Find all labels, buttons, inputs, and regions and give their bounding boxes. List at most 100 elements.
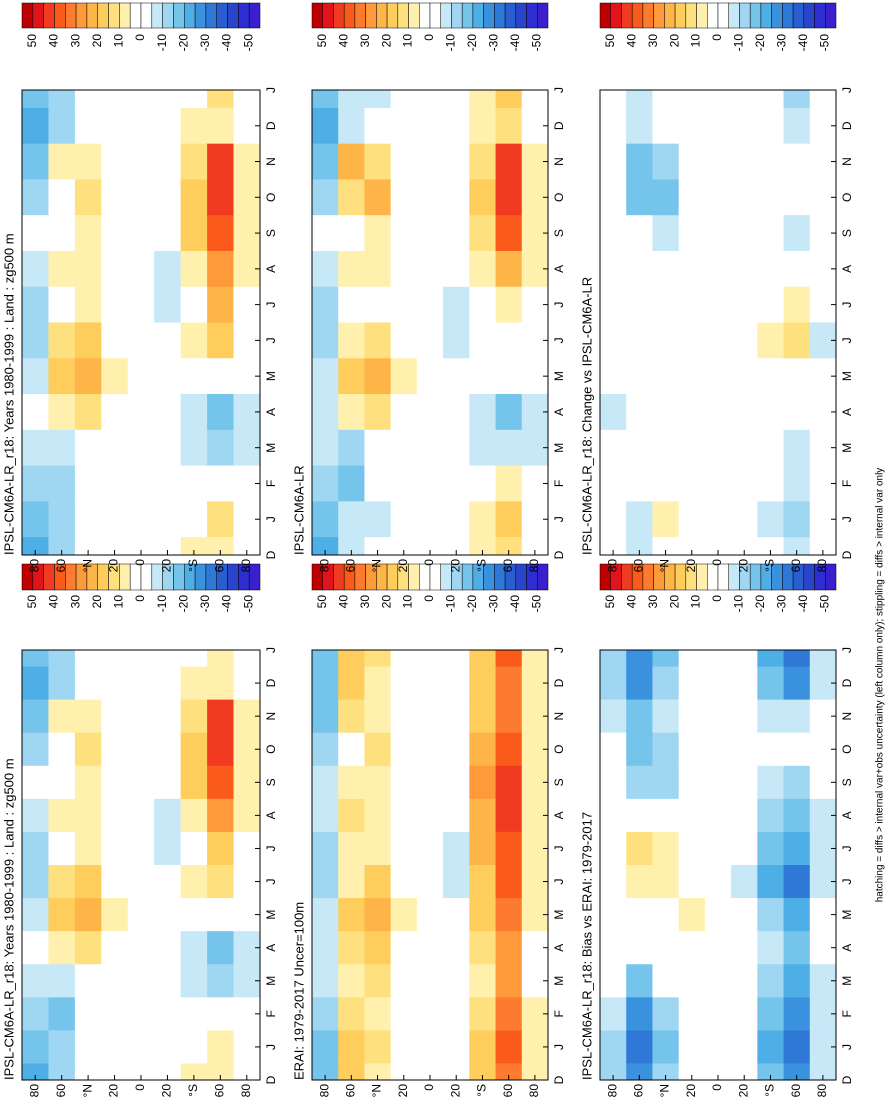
heat-cell <box>233 250 261 287</box>
y-tick-label: °N <box>658 1084 672 1097</box>
colorbar-label: 0 <box>133 595 147 602</box>
x-tick-label: M <box>552 910 566 920</box>
heat-cell <box>207 930 234 965</box>
heat-cell <box>233 963 261 998</box>
heat-cell <box>74 89 102 108</box>
x-tick-label: J <box>552 87 566 93</box>
heat-cell <box>48 997 76 1031</box>
heat-cell <box>757 536 784 555</box>
x-tick-label: J <box>264 879 278 885</box>
heat-cell <box>652 107 679 144</box>
heat-cell <box>521 286 549 323</box>
heat-cell <box>809 649 837 667</box>
heat-cell <box>757 798 784 832</box>
heat-cell <box>704 89 732 108</box>
heat-cell <box>757 1030 784 1064</box>
heat-cell <box>364 765 391 799</box>
heat-cell <box>127 429 155 466</box>
x-tick-label: O <box>840 745 854 754</box>
colorbar-box <box>803 563 815 591</box>
x-tick-label: S <box>552 229 566 237</box>
heat-cell <box>180 501 208 538</box>
heat-cell <box>469 864 496 899</box>
heat-cell <box>74 649 102 667</box>
x-tick-label: A <box>552 811 566 819</box>
heat-cell <box>390 732 418 766</box>
heat-cell <box>704 997 732 1031</box>
colorbar-label: -40 <box>508 595 522 613</box>
colorbar-box <box>429 2 441 29</box>
colorbar-box <box>65 2 77 29</box>
heat-cell <box>416 107 444 144</box>
heat-cell <box>757 930 784 965</box>
heat-cell <box>600 429 627 466</box>
heat-cell <box>416 765 444 799</box>
x-tick-label: J <box>840 87 854 93</box>
heat-cell <box>364 997 391 1031</box>
y-tick-label: °S <box>763 1084 777 1097</box>
heat-cell <box>495 1030 523 1064</box>
heat-cell <box>233 765 261 799</box>
heat-cell <box>783 179 811 216</box>
y-tick-label: °N <box>370 1084 384 1097</box>
heat-cell <box>443 214 470 251</box>
colorbar-label: -30 <box>775 34 789 52</box>
heat-cell <box>416 699 444 733</box>
x-tick-label: O <box>840 193 854 202</box>
colorbar-box <box>504 2 517 29</box>
heat-cell <box>495 107 523 144</box>
x-tick-label: D <box>264 121 278 130</box>
x-tick-label: A <box>840 408 854 416</box>
heat-cell <box>469 143 496 180</box>
colorbar-box <box>717 2 729 29</box>
colorbar-box <box>782 2 794 29</box>
heat-cell <box>600 699 627 733</box>
heat-cell <box>207 1063 234 1080</box>
heat-cell <box>731 322 758 359</box>
heat-cell <box>233 699 261 733</box>
heat-cell <box>180 666 208 700</box>
colorbar-label: -50 <box>241 34 255 52</box>
heat-cell <box>233 831 261 865</box>
heat-cell <box>416 798 444 832</box>
heat-cell <box>600 286 627 323</box>
colorbar-label: 0 <box>422 34 436 41</box>
heat-cell <box>704 501 732 538</box>
heat-cell <box>757 179 784 216</box>
heat-cell <box>469 732 496 766</box>
x-tick-label: A <box>264 408 278 416</box>
x-tick-label: D <box>264 550 278 559</box>
y-tick-label: 60 <box>501 559 515 573</box>
heat-cell <box>180 536 208 555</box>
heat-cell <box>809 501 837 538</box>
colorbar-label: -10 <box>732 595 746 613</box>
heat-cell <box>521 143 549 180</box>
heat-cell <box>74 1030 102 1064</box>
heat-cell <box>757 997 784 1031</box>
x-tick-label: F <box>264 1010 278 1017</box>
heat-cell <box>338 699 365 733</box>
heat-cell <box>757 897 784 932</box>
heat-cell <box>233 89 261 108</box>
y-tick-label: 80 <box>27 1084 41 1098</box>
colorbar-box <box>419 563 431 591</box>
heat-cell <box>809 214 837 251</box>
heat-cell <box>469 322 496 359</box>
heat-cell <box>495 465 523 502</box>
panel-title: IPSL-CM6A-LR_r18: Years 1980-1999 : Land… <box>1 233 16 555</box>
heat-cell <box>74 357 102 395</box>
colorbar-label: 10 <box>401 595 415 609</box>
heat-cell <box>74 393 102 430</box>
heat-cell <box>731 649 758 667</box>
heat-cell <box>390 1063 418 1080</box>
heat-cell <box>154 798 181 832</box>
colorbar-box <box>685 2 697 29</box>
colorbar-box <box>238 2 250 29</box>
heat-cell <box>809 107 837 144</box>
heat-cell <box>731 214 758 251</box>
heat-cell <box>809 322 837 359</box>
heat-cell <box>233 429 261 466</box>
heat-cell <box>74 864 102 899</box>
heat-cell <box>600 963 627 998</box>
